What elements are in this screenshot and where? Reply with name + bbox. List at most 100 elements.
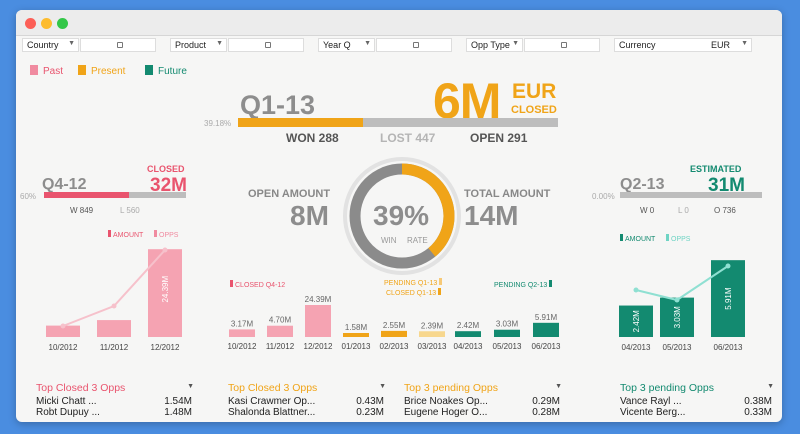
headline-progress-track [238,118,558,127]
top-pending-opps-list-1: Top 3 pending Opps ▼ Brice Noakes Op... 0.… [404,382,564,418]
opp-value: 1.54M [164,396,192,407]
future-tick-label: 05/2013 [663,343,692,352]
win-rate-label-2: RATE [407,236,428,245]
mid-pending-q1-text: PENDING Q1-13 [384,280,438,287]
list-item[interactable]: Brice Noakes Op... 0.29M [404,396,564,407]
minimize-window-button[interactable] [41,18,52,29]
chevron-down-icon[interactable]: ▼ [187,383,194,390]
legend-present-label: Present [91,66,126,77]
legend-swatch [230,280,233,287]
list-title: Top Closed 3 Opps [36,382,126,394]
currency-dropdown[interactable]: Currency EUR ▼ [614,38,752,52]
past-opps-point [111,303,117,309]
close-window-button[interactable] [25,18,36,29]
opp-name: Micki Chatt ... [36,396,97,407]
past-pct: 60% [20,192,37,201]
future-tick-label: 06/2013 [714,343,743,352]
mid-pending-q2-label: PENDING Q2-13 [494,280,553,289]
past-chart-legend-amount: AMOUNT [108,230,143,239]
mid-tick-label: 05/2013 [493,342,522,351]
opp-type-dropdown[interactable]: Opp Type ▼ [466,38,523,52]
mid-tick-label: 06/2013 [532,342,561,351]
future-opps-point [725,263,731,269]
list-header[interactable]: Top Closed 3 Opps ▼ [228,382,388,394]
list-item[interactable]: Eugene Hoger O... 0.28M [404,407,564,418]
checkbox-icon[interactable] [413,42,419,48]
legend-future-swatch [145,65,153,75]
mid-bar [419,331,445,337]
mid-pending-q2-text: PENDING Q2-13 [494,282,548,289]
list-item[interactable]: Micki Chatt ... 1.54M [36,396,196,407]
mid-bar-label: 24.39M [305,295,332,304]
mid-tick-label: 02/2013 [380,342,409,351]
opp-name: Vicente Berg... [620,407,686,418]
list-item[interactable]: Kasi Crawmer Op... 0.43M [228,396,388,407]
chevron-down-icon: ▼ [216,40,223,47]
mid-tick-label: 01/2013 [342,342,371,351]
title-bar [16,10,782,36]
maximize-window-button[interactable] [57,18,68,29]
country-checkbox-field[interactable] [80,38,156,52]
future-lost: L 0 [678,206,689,215]
checkbox-icon[interactable] [561,42,567,48]
chevron-down-icon[interactable]: ▼ [767,383,774,390]
past-bar [46,325,80,337]
chevron-down-icon[interactable]: ▼ [555,383,562,390]
year-q-checkbox-field[interactable] [376,38,452,52]
past-tick-label: 11/2012 [100,343,129,352]
list-item[interactable]: Robt Dupuy ... 1.48M [36,407,196,418]
mid-bar [343,333,369,337]
lost-count: LOST 447 [380,131,436,145]
chevron-down-icon: ▼ [512,40,519,47]
past-progress-track [44,192,186,198]
legend-opps-text: OPPS [159,232,179,239]
product-dropdown[interactable]: Product ▼ [170,38,227,52]
future-amount: 31M [708,175,745,196]
year-q-dropdown[interactable]: Year Q ▼ [318,38,375,52]
past-tick-label: 10/2012 [49,343,78,352]
opp-type-checkbox-field[interactable] [524,38,600,52]
future-won: W 0 [640,206,655,215]
future-status: ESTIMATED [690,164,742,174]
open-amount-label: OPEN AMOUNT [248,188,331,200]
legend-past-label: Past [43,66,64,77]
future-progress-track [620,192,762,198]
list-header[interactable]: Top Closed 3 Opps ▼ [36,382,196,394]
past-bar-label: 24.39M [161,276,170,303]
product-label: Product [175,40,207,50]
mid-tick-label: 11/2012 [266,342,295,351]
country-dropdown[interactable]: Country ▼ [22,38,79,52]
filter-bar: Country ▼ Product ▼ Year Q ▼ Opp Type ▼ Curr… [22,38,776,54]
chevron-down-icon[interactable]: ▼ [379,383,386,390]
opp-value: 0.38M [744,396,772,407]
legend-swatch [438,288,442,295]
top-pending-opps-list-2: Top 3 pending Opps ▼ Vance Rayl ... 0.38M … [620,382,776,418]
mid-tick-label: 12/2012 [304,342,333,351]
mid-bar-label: 4.70M [269,316,292,325]
opp-value: 0.33M [744,407,772,418]
chevron-down-icon: ▼ [741,40,748,47]
mid-closed-q4-label: CLOSED Q4-12 [230,280,285,289]
mid-closed-q1-label: CLOSED Q1-13 [386,288,442,297]
opp-name: Kasi Crawmer Op... [228,396,316,407]
past-progress-fill [44,192,130,198]
checkbox-icon[interactable] [117,42,123,48]
chevron-down-icon: ▼ [364,40,371,47]
legend-amount-text: AMOUNT [625,236,656,243]
past-quarter: Q4-12 [42,176,87,193]
app-window: Country ▼ Product ▼ Year Q ▼ Opp Type ▼ Curr… [16,10,782,422]
mid-bar-label: 2.42M [457,321,480,330]
list-item[interactable]: Vicente Berg... 0.33M [620,407,776,418]
mid-bar [494,329,520,337]
checkbox-icon[interactable] [265,42,271,48]
product-checkbox-field[interactable] [228,38,304,52]
list-item[interactable]: Shalonda Blattner... 0.23M [228,407,388,418]
win-rate-label-1: WIN [381,236,397,245]
mid-bar-label: 2.55M [383,321,406,330]
legend-future: Future [145,65,187,77]
list-header[interactable]: Top 3 pending Opps ▼ [404,382,564,394]
headline-currency: EUR [512,80,557,103]
currency-label: Currency [619,40,656,50]
list-header[interactable]: Top 3 pending Opps ▼ [620,382,776,394]
list-item[interactable]: Vance Rayl ... 0.38M [620,396,776,407]
